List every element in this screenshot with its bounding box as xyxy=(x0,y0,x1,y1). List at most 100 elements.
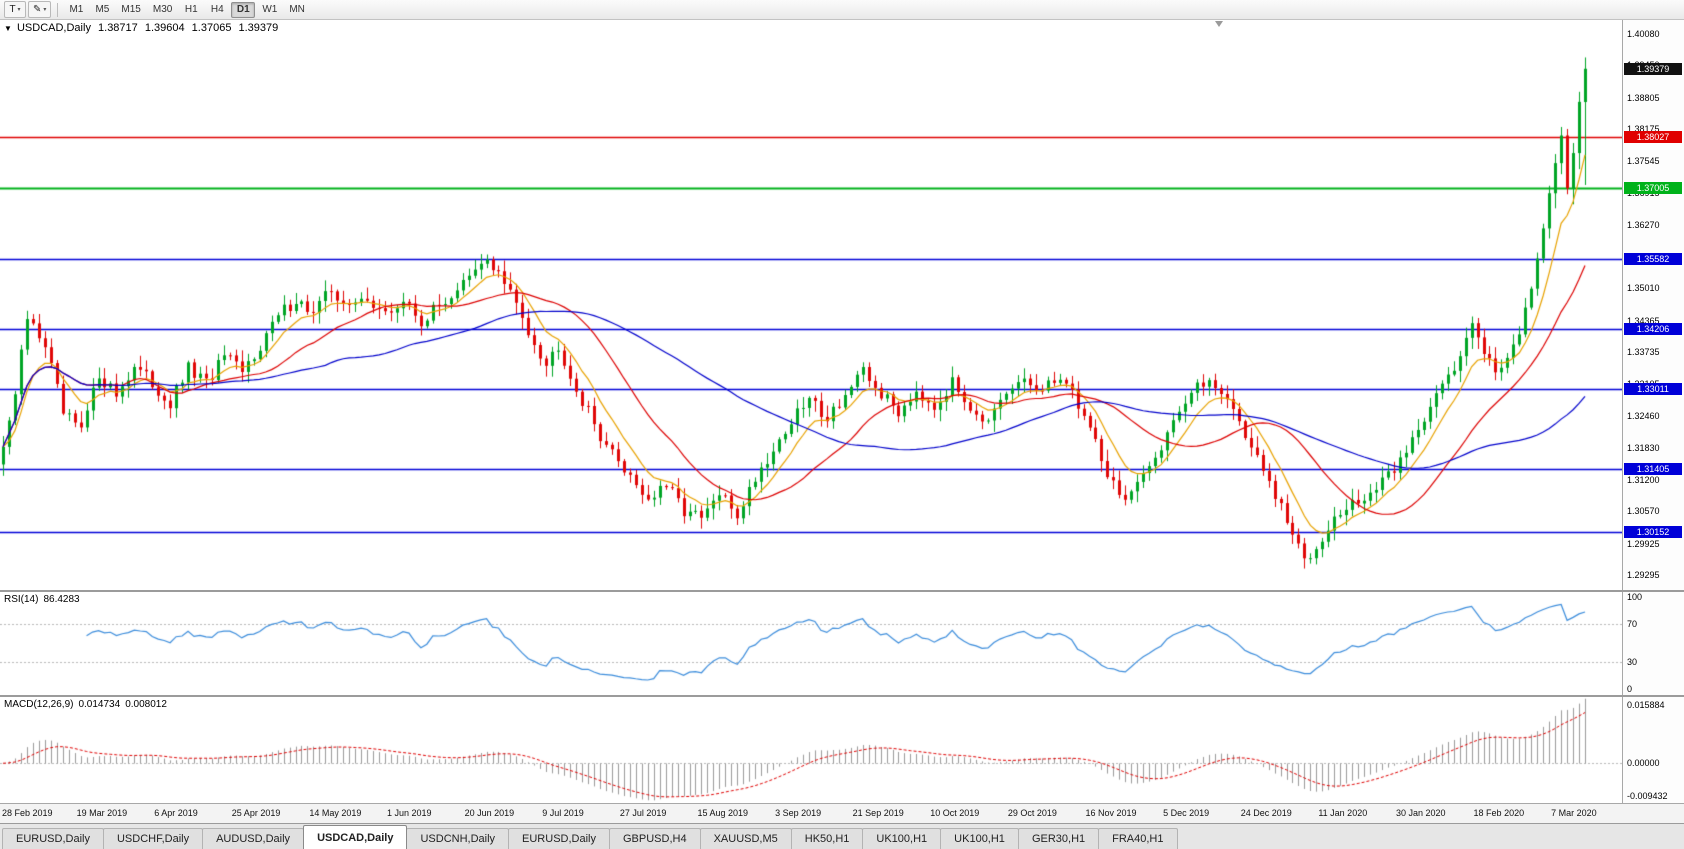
panel-splitter[interactable] xyxy=(0,695,1684,697)
price-tick-label: 100 xyxy=(1627,592,1643,602)
date-tick-label: 29 Oct 2019 xyxy=(1007,808,1057,818)
draw-tool-button[interactable]: ✎ ▾ xyxy=(28,1,52,18)
price-axis[interactable]: 1.400801.394501.388051.381751.375451.369… xyxy=(1622,20,1684,590)
chart-tab-eurusd-daily[interactable]: EURUSD,Daily xyxy=(2,828,104,849)
current-price-badge: 1.39379 xyxy=(1624,62,1682,75)
macd-signal-value: 0.008012 xyxy=(125,699,167,710)
date-tick-label: 10 Oct 2019 xyxy=(930,808,980,818)
price-tick-label: 1.36270 xyxy=(1627,219,1660,230)
price-tick-label: 1.38175 xyxy=(1627,124,1660,135)
date-tick-label: 14 May 2019 xyxy=(309,808,362,818)
price-tick-label: 1.35010 xyxy=(1627,283,1660,294)
chart-tab-xauusd-m5[interactable]: XAUUSD,M5 xyxy=(699,828,792,849)
toolbar-separator xyxy=(57,2,59,17)
ohlc-open: 1.38717 xyxy=(98,22,138,34)
timeframe-mn-button[interactable]: MN xyxy=(289,4,305,15)
macd-main-value: 0.014734 xyxy=(78,699,121,710)
date-tick-label: 20 Jun 2019 xyxy=(464,808,515,818)
chart-tab-audusd-daily[interactable]: AUDUSD,Daily xyxy=(202,828,305,849)
price-tick-label: 0.015884 xyxy=(1627,700,1665,710)
collapse-triangle-icon[interactable]: ▼ xyxy=(4,24,12,33)
chart-tab-eurusd-daily[interactable]: EURUSD,Daily xyxy=(508,828,610,849)
date-tick-label: 25 Apr 2019 xyxy=(231,808,281,818)
timeframe-d1-button[interactable]: D1 xyxy=(231,1,256,18)
date-tick-label: 27 Jul 2019 xyxy=(619,808,667,818)
chart-tab-usdcnh-daily[interactable]: USDCNH,Daily xyxy=(406,828,510,849)
date-tick-label: 3 Sep 2019 xyxy=(775,808,822,818)
rsi-chart-canvas[interactable] xyxy=(0,592,1622,695)
ohlc-low: 1.37065 xyxy=(191,22,232,34)
draw-tool-icon: ✎ xyxy=(33,4,42,15)
date-tick-label: 24 Dec 2019 xyxy=(1240,808,1292,818)
timeframe-h1-button[interactable]: H1 xyxy=(184,4,198,15)
level-price-badge: 1.35582 xyxy=(1624,253,1682,266)
rsi-label: RSI(14) 86.4283 xyxy=(4,594,85,605)
ohlc-high: 1.39604 xyxy=(144,22,185,34)
timeframe-w1-button[interactable]: W1 xyxy=(262,4,278,15)
price-tick-label: 70 xyxy=(1627,618,1638,629)
timeframe-m15-button[interactable]: M15 xyxy=(121,4,141,15)
chart-tab-usdchf-daily[interactable]: USDCHF,Daily xyxy=(102,828,204,849)
price-chart-canvas[interactable] xyxy=(0,20,1622,590)
panel-splitter[interactable] xyxy=(0,590,1684,592)
chart-tabbar: EURUSD,Daily USDCHF,Daily AUDUSD,Daily USDC… xyxy=(0,823,1684,849)
top-toolbar: T ▾ ✎ ▾ M1 M5 M15 M30 H1 H4 D1 W1 MN xyxy=(0,0,1684,20)
rsi-panel[interactable]: RSI(14) 86.4283 100 70 30 0 xyxy=(0,592,1684,695)
chart-tab-hk50-h1[interactable]: HK50,H1 xyxy=(790,828,864,849)
chart-tab-ger30-h1[interactable]: GER30,H1 xyxy=(1017,828,1100,849)
level-price-badge: 1.37005 xyxy=(1624,181,1682,194)
date-tick-label: 28 Feb 2019 xyxy=(2,808,53,818)
date-axis[interactable]: 28 Feb 2019 19 Mar 2019 6 Apr 2019 25 Apr 2… xyxy=(0,803,1684,823)
chart-tab-usdcad-daily[interactable]: USDCAD,Daily xyxy=(303,825,408,849)
date-tick-label: 1 Jun 2019 xyxy=(387,808,432,818)
macd-axis[interactable]: 0.015884 0.00000 -0.009432 xyxy=(1622,697,1684,803)
date-tick-label: 16 Nov 2019 xyxy=(1085,808,1137,818)
date-tick-label: 21 Sep 2019 xyxy=(852,808,904,818)
date-tick-label: 5 Dec 2019 xyxy=(1163,808,1210,818)
price-tick-label: 1.37545 xyxy=(1627,155,1660,166)
date-tick-label: 9 Jul 2019 xyxy=(542,808,584,818)
price-tick-label: 1.31200 xyxy=(1627,474,1660,485)
price-tick-label: 1.38805 xyxy=(1627,92,1660,103)
price-tick-label: 0 xyxy=(1627,684,1633,694)
rsi-axis[interactable]: 100 70 30 0 xyxy=(1622,592,1684,695)
chart-shift-marker[interactable] xyxy=(1215,21,1223,27)
date-tick-label: 11 Jan 2020 xyxy=(1318,808,1368,818)
price-tick-label: 0.00000 xyxy=(1627,758,1660,769)
timeframe-h4-button[interactable]: H4 xyxy=(210,4,224,15)
macd-chart-canvas[interactable] xyxy=(0,697,1622,803)
macd-panel[interactable]: MACD(12,26,9) 0.014734 0.008012 0.015884 0.… xyxy=(0,697,1684,803)
timeframe-m30-button[interactable]: M30 xyxy=(152,4,173,15)
timeframe-m5-button[interactable]: M5 xyxy=(95,4,110,15)
chart-window: ▼ USDCAD,Daily 1.38717 1.39604 1.37065 1… xyxy=(0,20,1684,823)
timeframe-m1-button[interactable]: M1 xyxy=(69,4,84,15)
price-panel[interactable]: ▼ USDCAD,Daily 1.38717 1.39604 1.37065 1… xyxy=(0,20,1684,590)
rsi-indicator-name: RSI(14) xyxy=(4,594,39,605)
level-price-badge: 1.38027 xyxy=(1624,130,1682,143)
date-tick-label: 7 Mar 2020 xyxy=(1551,808,1597,818)
price-tick-label: 1.29295 xyxy=(1627,570,1660,581)
price-tick-label: 1.31830 xyxy=(1627,442,1660,453)
date-tick-label: 30 Jan 2020 xyxy=(1395,808,1446,818)
chevron-down-icon: ▾ xyxy=(43,7,47,13)
type-tool-button[interactable]: T ▾ xyxy=(4,1,26,18)
price-tick-label: 1.33735 xyxy=(1627,347,1660,358)
price-tick-label: 1.32460 xyxy=(1627,411,1660,422)
type-tool-icon: T xyxy=(9,4,16,15)
macd-indicator-name: MACD(12,26,9) xyxy=(4,699,74,710)
price-tick-label: 1.40080 xyxy=(1627,28,1660,39)
date-tick-label: 19 Mar 2019 xyxy=(76,808,128,818)
chart-tab-uk100-h1[interactable]: UK100,H1 xyxy=(862,828,942,849)
price-tick-label: 1.34365 xyxy=(1627,315,1660,326)
chart-title: ▼ USDCAD,Daily 1.38717 1.39604 1.37065 1… xyxy=(4,22,282,34)
chart-tab-gbpusd-h4[interactable]: GBPUSD,H4 xyxy=(609,828,701,849)
chart-tab-fra40-h1[interactable]: FRA40,H1 xyxy=(1098,828,1178,849)
ohlc-close: 1.39379 xyxy=(238,22,279,34)
date-tick-label: 6 Apr 2019 xyxy=(154,808,198,818)
chart-tab-uk100-h1[interactable]: UK100,H1 xyxy=(940,828,1019,849)
symbol-period-label: USDCAD,Daily xyxy=(16,22,91,34)
date-tick-label: 18 Feb 2020 xyxy=(1473,808,1525,818)
price-tick-label: -0.009432 xyxy=(1627,791,1668,801)
level-price-badge: 1.30152 xyxy=(1624,526,1682,539)
price-tick-label: 1.29925 xyxy=(1627,538,1660,549)
